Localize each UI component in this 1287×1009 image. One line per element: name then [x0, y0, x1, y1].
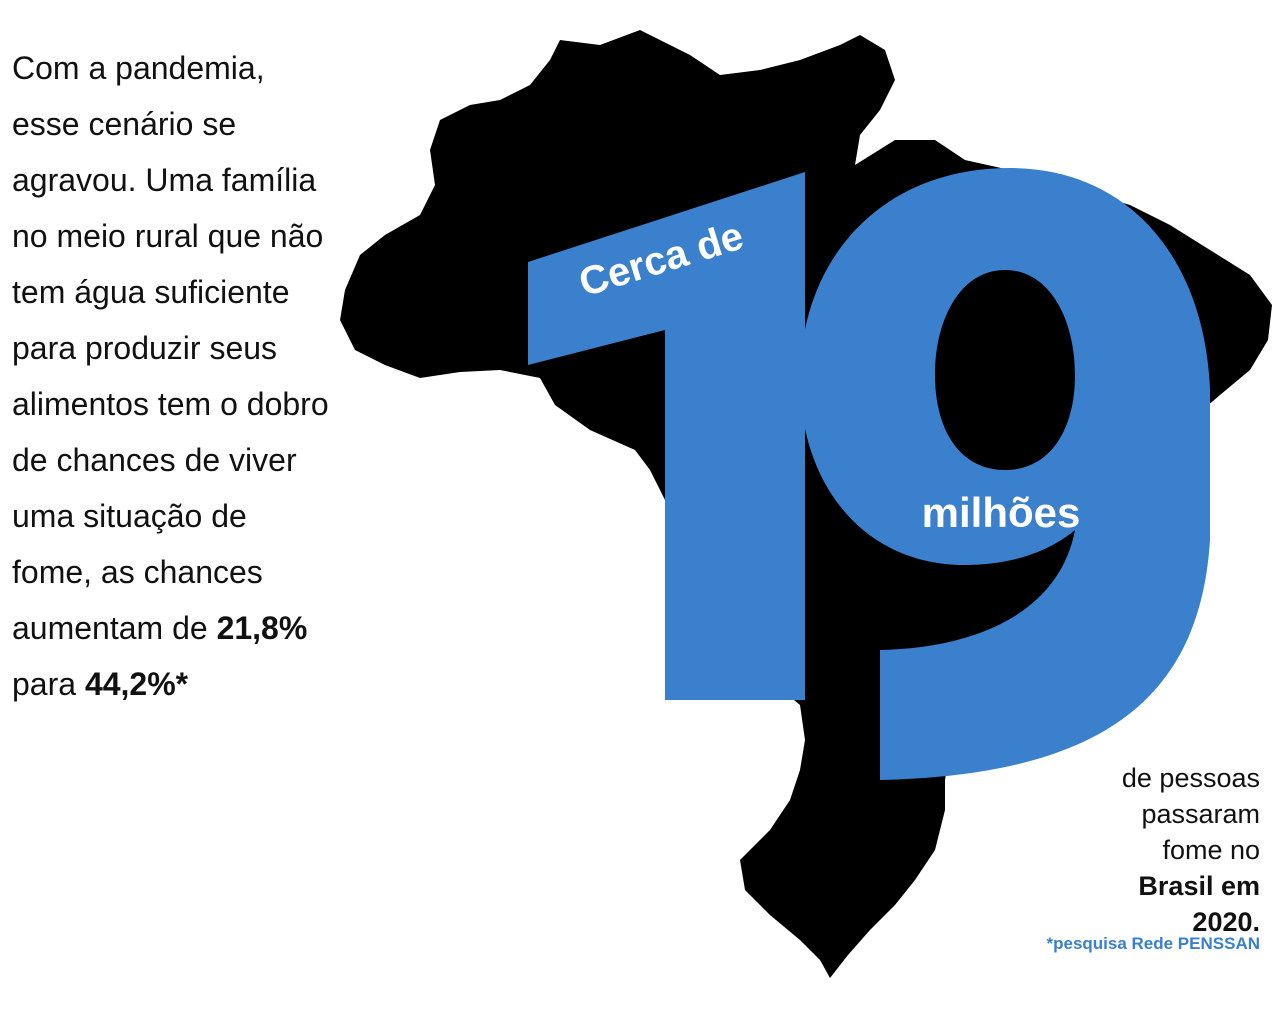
- intro-line: tem água suficiente: [12, 274, 290, 310]
- intro-line: esse cenário se: [12, 106, 237, 142]
- intro-line-to: para 44,2%*: [12, 656, 392, 712]
- value-from: 21,8%: [216, 610, 308, 646]
- intro-line: para produzir seus: [12, 330, 278, 366]
- intro-line: agravou. Uma família: [12, 162, 317, 198]
- caption-line-bold: 2020.: [1192, 907, 1260, 937]
- caption-line-bold: Brasil em: [1138, 871, 1260, 901]
- intro-line: fome, as chances: [12, 554, 263, 590]
- intro-line: uma situação de: [12, 498, 247, 534]
- intro-line-from: aumentam de 21,8%: [12, 600, 392, 656]
- caption: de pessoas passaram fome no Brasil em 20…: [960, 760, 1260, 940]
- source-note: *pesquisa Rede PENSSAN: [1046, 934, 1260, 953]
- caption-line: de pessoas: [1121, 763, 1260, 793]
- intro-paragraph: Com a pandemia, esse cenário se agravou.…: [12, 40, 392, 712]
- value-to: 44,2%*: [84, 666, 189, 702]
- highlight-unit: milhões: [922, 489, 1081, 536]
- caption-line: passaram: [1141, 799, 1260, 829]
- intro-line: no meio rural que não: [12, 218, 324, 254]
- number-one-shape: [528, 172, 805, 700]
- caption-line: fome no: [1162, 835, 1260, 865]
- intro-to-prefix: para: [12, 666, 85, 702]
- intro-from-prefix: aumentam de: [12, 610, 217, 646]
- intro-line: Com a pandemia,: [12, 50, 265, 86]
- number-nine-shape: [800, 168, 1210, 780]
- intro-line: de chances de viver: [12, 442, 297, 478]
- intro-line: alimentos tem o dobro: [12, 386, 329, 422]
